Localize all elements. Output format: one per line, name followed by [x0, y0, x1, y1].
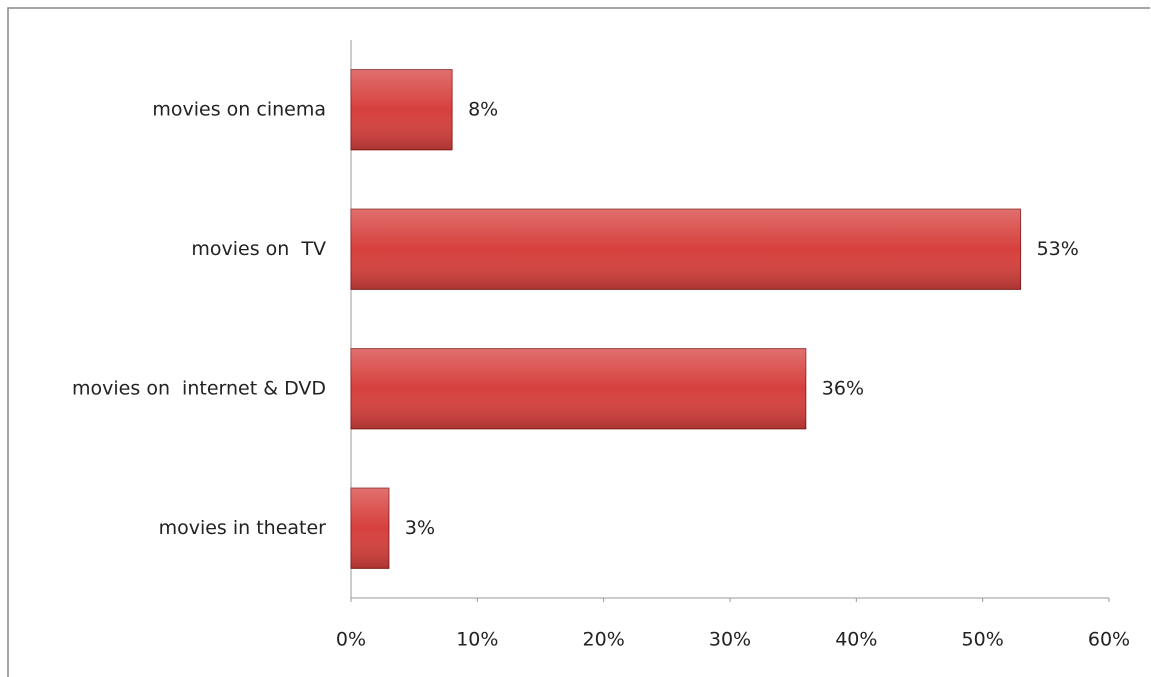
- x-tick-label: 60%: [1088, 629, 1130, 651]
- y-tick-label: movies on cinema: [152, 98, 326, 120]
- bar-shading: [351, 69, 453, 150]
- y-tick-label: movies on internet & DVD: [72, 377, 326, 399]
- x-tick-label: 10%: [456, 629, 498, 651]
- bar-shading: [351, 209, 1021, 290]
- x-tick-label: 40%: [835, 629, 877, 651]
- x-tick-label: 50%: [962, 629, 1004, 651]
- x-tick-label: 30%: [709, 629, 751, 651]
- y-tick-label: movies on TV: [191, 238, 326, 260]
- data-label: 53%: [1037, 238, 1079, 260]
- x-tick-label: 20%: [583, 629, 625, 651]
- y-tick-label: movies in theater: [159, 517, 327, 539]
- bar-shading: [351, 348, 806, 429]
- x-tick-label: 0%: [336, 629, 366, 651]
- frame: [7, 7, 1150, 677]
- data-label: 8%: [468, 98, 498, 120]
- data-label: 36%: [822, 377, 864, 399]
- bar-shading: [351, 488, 389, 569]
- data-label: 3%: [405, 517, 435, 539]
